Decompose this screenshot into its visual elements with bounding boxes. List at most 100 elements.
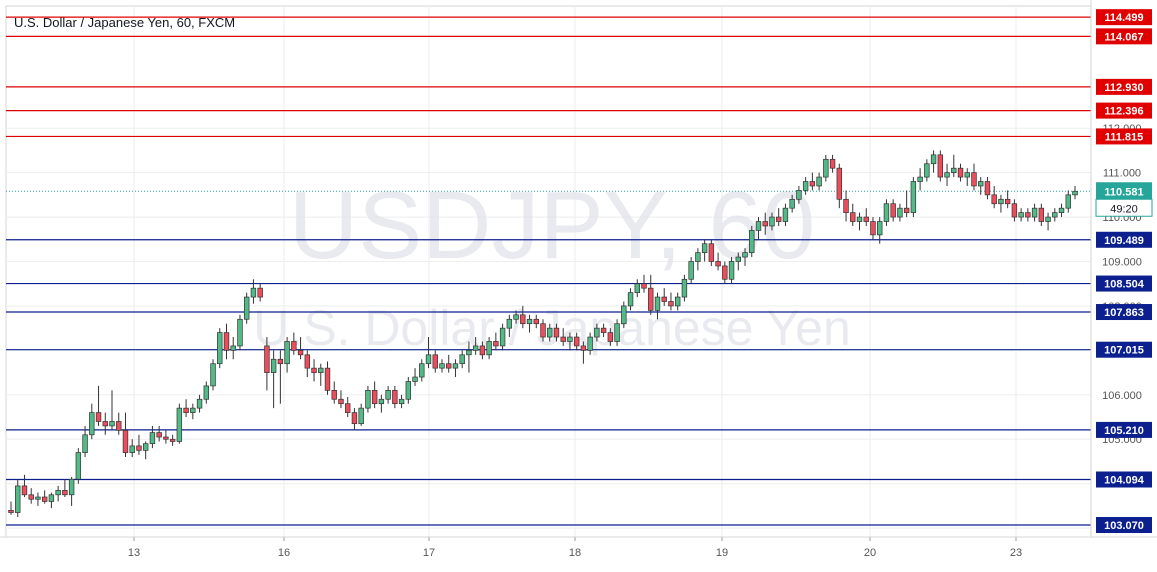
candle-body[interactable]	[735, 256, 741, 262]
candle-body[interactable]	[277, 358, 284, 365]
candle-body[interactable]	[365, 390, 371, 409]
candle-body[interactable]	[870, 221, 876, 236]
candle-body[interactable]	[62, 489, 68, 496]
candle-body[interactable]	[728, 261, 735, 280]
candle-body[interactable]	[856, 216, 863, 222]
candle-body[interactable]	[432, 354, 438, 369]
candle-body[interactable]	[816, 176, 822, 187]
candle-body[interactable]	[452, 363, 459, 369]
candle-body[interactable]	[742, 252, 748, 258]
candle-body[interactable]	[8, 509, 14, 513]
candle-body[interactable]	[169, 438, 176, 442]
candle-body[interactable]	[345, 403, 351, 413]
candle-body[interactable]	[755, 221, 762, 231]
candle-body[interactable]	[850, 212, 856, 222]
candle-body[interactable]	[109, 421, 115, 427]
candle-body[interactable]	[762, 221, 768, 227]
candle-body[interactable]	[573, 336, 580, 347]
candle-body[interactable]	[688, 261, 694, 280]
candle-body[interactable]	[136, 445, 142, 451]
candle-body[interactable]	[553, 327, 560, 338]
candle-body[interactable]	[877, 221, 883, 236]
candle-body[interactable]	[520, 314, 526, 325]
candle-body[interactable]	[116, 421, 122, 431]
candle-body[interactable]	[951, 167, 957, 173]
candle-body[interactable]	[641, 283, 647, 289]
candle-body[interactable]	[493, 341, 499, 347]
candle-body[interactable]	[439, 363, 445, 369]
candle-body[interactable]	[627, 292, 634, 307]
candle-body[interactable]	[621, 305, 627, 325]
candle-body[interactable]	[600, 327, 607, 333]
candle-body[interactable]	[890, 203, 896, 218]
candle-body[interactable]	[648, 287, 654, 311]
candle-body[interactable]	[129, 445, 135, 453]
candle-body[interactable]	[910, 181, 917, 213]
candle-body[interactable]	[917, 176, 923, 182]
candle-body[interactable]	[506, 318, 513, 329]
candle-body[interactable]	[836, 167, 843, 200]
candle-body[interactable]	[371, 390, 378, 405]
candle-body[interactable]	[479, 345, 486, 356]
candle-body[interactable]	[210, 363, 216, 387]
candle-body[interactable]	[715, 261, 721, 267]
candle-body[interactable]	[1038, 207, 1045, 222]
candle-body[interactable]	[802, 181, 809, 191]
candle-body[interactable]	[21, 485, 28, 496]
candle-body[interactable]	[796, 190, 802, 200]
candle-body[interactable]	[230, 345, 236, 351]
candle-body[interactable]	[378, 398, 385, 405]
candle-body[interactable]	[1065, 194, 1071, 209]
candle-body[interactable]	[237, 318, 243, 347]
candle-body[interactable]	[991, 194, 997, 205]
candle-body[interactable]	[28, 494, 34, 500]
candle-body[interactable]	[196, 398, 203, 409]
candle-body[interactable]	[217, 332, 223, 365]
candle-body[interactable]	[291, 341, 297, 351]
candle-body[interactable]	[264, 345, 270, 373]
candle-body[interactable]	[1018, 212, 1024, 218]
candle-body[interactable]	[1052, 212, 1058, 218]
candle-body[interactable]	[183, 407, 189, 413]
candle-body[interactable]	[567, 336, 573, 342]
candle-body[interactable]	[924, 163, 930, 178]
candle-body[interactable]	[782, 207, 789, 222]
candle-body[interactable]	[499, 327, 506, 347]
candle-body[interactable]	[540, 323, 546, 338]
candle-body[interactable]	[883, 203, 890, 222]
candle-body[interactable]	[156, 432, 162, 438]
candle-body[interactable]	[1045, 216, 1051, 222]
candle-body[interactable]	[318, 367, 324, 373]
candle-body[interactable]	[75, 452, 82, 480]
candle-body[interactable]	[41, 496, 48, 502]
candle-body[interactable]	[486, 341, 492, 356]
candle-body[interactable]	[695, 252, 701, 262]
candle-body[interactable]	[1004, 198, 1011, 205]
candle-body[interactable]	[829, 158, 836, 169]
candle-body[interactable]	[903, 207, 910, 213]
candle-body[interactable]	[459, 354, 465, 365]
candle-body[interactable]	[358, 407, 364, 425]
candle-body[interactable]	[775, 216, 782, 222]
candle-body[interactable]	[89, 412, 95, 436]
candle-body[interactable]	[1058, 207, 1065, 213]
candle-body[interactable]	[708, 243, 715, 262]
candle-body[interactable]	[446, 363, 452, 369]
candle-body[interactable]	[392, 390, 398, 405]
candle-body[interactable]	[203, 385, 209, 400]
candle-body[interactable]	[681, 278, 688, 298]
candle-body[interactable]	[863, 216, 869, 222]
candle-body[interactable]	[594, 327, 600, 338]
candle-body[interactable]	[425, 354, 432, 365]
candle-body[interactable]	[957, 167, 964, 178]
candle-body[interactable]	[257, 287, 263, 298]
candle-body[interactable]	[526, 318, 533, 325]
candle-body[interactable]	[142, 443, 149, 451]
candle-body[interactable]	[964, 172, 970, 178]
candle-body[interactable]	[749, 230, 755, 253]
candle-body[interactable]	[324, 367, 331, 391]
candle-body[interactable]	[15, 485, 21, 513]
candle-body[interactable]	[897, 207, 903, 218]
